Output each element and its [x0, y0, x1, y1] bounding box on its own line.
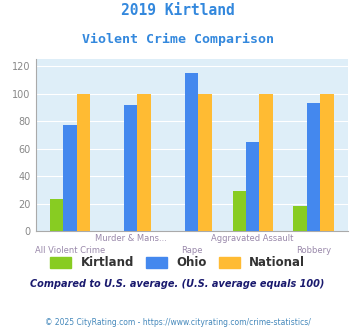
Text: 2019 Kirtland: 2019 Kirtland	[121, 3, 234, 18]
Bar	[185, 73, 198, 231]
Bar	[63, 125, 77, 231]
Bar	[77, 94, 90, 231]
Bar	[137, 94, 151, 231]
Bar	[307, 103, 320, 231]
Text: Compared to U.S. average. (U.S. average equals 100): Compared to U.S. average. (U.S. average …	[30, 279, 325, 289]
Bar	[233, 191, 246, 231]
Bar	[260, 94, 273, 231]
Bar	[50, 199, 63, 231]
Bar	[198, 94, 212, 231]
Bar	[294, 206, 307, 231]
Legend: Kirtland, Ohio, National: Kirtland, Ohio, National	[45, 252, 310, 274]
Bar	[124, 105, 137, 231]
Text: Violent Crime Comparison: Violent Crime Comparison	[82, 33, 273, 46]
Text: © 2025 CityRating.com - https://www.cityrating.com/crime-statistics/: © 2025 CityRating.com - https://www.city…	[45, 318, 310, 327]
Bar	[246, 142, 260, 231]
Bar	[320, 94, 334, 231]
